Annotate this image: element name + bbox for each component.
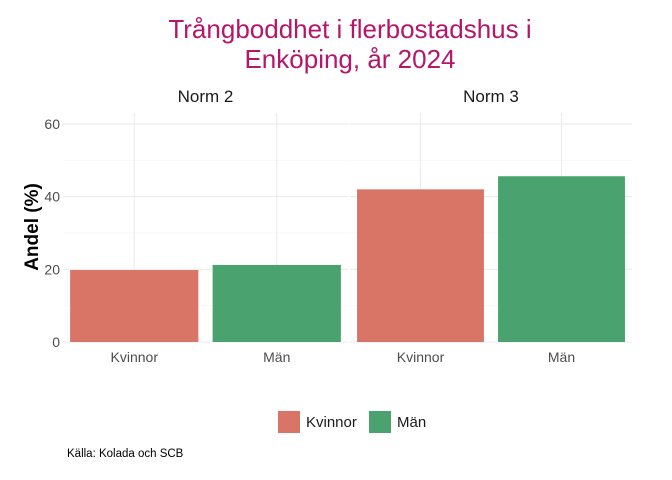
y-axis-ticks: 0 20 40 60: [44, 116, 60, 350]
facet-bars-norm-2: [70, 264, 341, 342]
bar-norm-3-man: [498, 176, 625, 342]
y-tick-label-0: 0: [52, 334, 60, 350]
chart-title-line-1: Trångboddhet i flerbostadshus i: [168, 14, 531, 44]
legend-swatch-kvinnor: [278, 411, 300, 433]
bar-norm-3-kvinnor: [357, 189, 484, 342]
y-tick-label-20: 20: [44, 261, 60, 277]
facet-strip-label-norm-3: Norm 3: [463, 87, 519, 106]
legend: Kvinnor Män: [278, 411, 426, 433]
x-tick-label-norm-2-kvinnor: Kvinnor: [111, 349, 159, 365]
x-tick-label-norm-3-kvinnor: Kvinnor: [397, 349, 445, 365]
facet-x-ticks-norm-2: Kvinnor Män: [111, 349, 291, 365]
bar-norm-2-man: [212, 264, 341, 342]
chart-title-line-2: Enköping, år 2024: [244, 44, 455, 74]
source-caption: Källa: Kolada och SCB: [67, 448, 184, 460]
facet-bars-norm-3: [357, 176, 625, 342]
y-tick-label-40: 40: [44, 189, 60, 205]
y-axis-label: Andel (%): [22, 183, 43, 271]
facet-panel-norm-3: Norm 3 Kvinnor Män: [350, 87, 632, 365]
facet-panel-norm-2: Norm 2 Kvinnor Män: [63, 87, 348, 365]
legend-label-man: Män: [397, 414, 426, 431]
legend-swatch-man: [369, 411, 391, 433]
facet-x-ticks-norm-3: Kvinnor Män: [397, 349, 575, 365]
facet-strip-label-norm-2: Norm 2: [178, 87, 234, 106]
x-tick-label-norm-2-man: Män: [263, 349, 290, 365]
x-tick-label-norm-3-man: Män: [548, 349, 575, 365]
bar-norm-2-kvinnor: [70, 270, 199, 342]
y-tick-label-60: 60: [44, 116, 60, 132]
chart-title: Trångboddhet i flerbostadshus i Enköping…: [168, 14, 531, 74]
legend-label-kvinnor: Kvinnor: [306, 414, 357, 431]
